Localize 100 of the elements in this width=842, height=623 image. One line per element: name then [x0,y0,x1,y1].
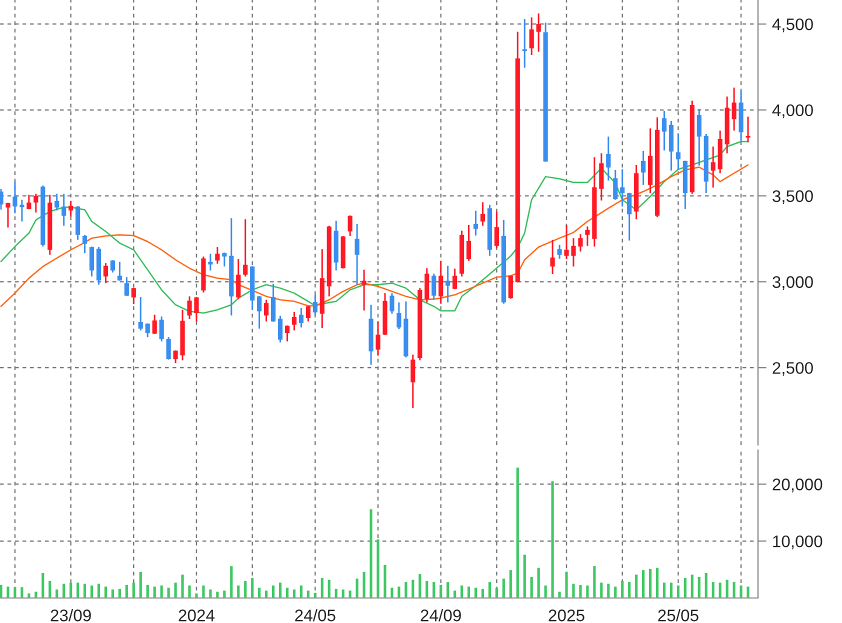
candlestick [641,150,646,186]
bar [160,585,163,598]
bar [642,570,645,598]
candlestick [410,354,416,409]
bar [90,585,94,598]
candlestick [6,202,10,228]
bar [384,564,386,598]
bar [656,568,659,598]
bar [83,584,86,598]
bar [495,588,498,598]
candlestick [508,274,513,300]
candlestick [215,246,220,264]
bar [48,580,52,598]
bar [662,582,666,598]
bar [6,586,10,598]
bar [558,592,561,598]
bar [676,585,680,598]
candlestick [606,136,611,182]
bar [516,468,519,598]
bar [202,585,205,598]
bar [181,574,184,598]
bar [530,576,533,598]
candlestick [243,218,248,278]
x-tick-label: 2024 [178,610,215,622]
candlestick [298,307,304,328]
bar [712,582,714,598]
candlestick [466,224,472,262]
bar [167,588,170,598]
bar [209,589,212,598]
bar [14,587,16,598]
candlestick [432,272,436,300]
candlestick [284,324,290,342]
bar [370,509,372,598]
bar [537,568,540,598]
bar [153,586,156,598]
candlestick [452,268,458,290]
bar [328,580,330,598]
candlestick [536,12,541,52]
bar [502,578,505,598]
bar [523,554,526,598]
bar [579,584,582,598]
candlestick [306,305,310,322]
line-series [0,140,749,314]
candlestick [292,311,297,332]
bar [146,584,149,598]
bar [732,582,736,598]
bar [139,572,142,598]
bar [174,582,177,598]
x-tick-label: 25/05 [658,609,698,622]
bar [600,582,603,598]
bar [628,582,631,598]
candlestick [110,259,115,274]
candlestick [131,287,136,305]
candlestick [62,193,66,227]
bar [362,572,366,598]
bar [265,590,268,598]
candlestick [166,336,171,360]
candlestick [278,315,283,344]
candlestick [82,234,88,254]
bar [726,580,728,598]
candlestick [117,261,122,282]
candlestick [662,110,667,152]
y-tick-label: 10,000 [773,535,822,550]
candlestick [34,193,38,214]
bar [432,582,436,598]
candlestick [376,320,380,356]
candlestick [194,296,199,322]
y-tick-label: 20,000 [772,478,822,492]
bar [70,582,72,598]
candlestick [446,265,450,304]
bar [572,584,575,598]
candlestick [396,302,402,330]
candlestick [236,258,241,300]
y-tick-label: 3,500 [772,190,813,204]
candlestick [571,237,576,268]
candlestick [494,210,499,249]
x-tick-label: 24/05 [295,609,336,622]
bar [76,582,80,598]
candlestick [557,244,562,260]
bar [292,589,296,598]
candlestick [103,262,108,284]
bar [42,572,44,598]
bar [230,566,233,598]
bar [746,586,750,598]
bar [481,588,484,598]
candlestick [138,296,143,332]
bar [278,582,282,598]
candlestick [348,214,352,237]
bar [474,588,478,598]
bar [404,582,408,598]
bar [390,588,394,598]
candlestick [68,200,74,218]
candlestick [438,260,444,305]
candlestick [173,350,178,364]
bar [132,582,135,598]
x-tick-label: 23/09 [50,609,91,622]
bar [426,580,428,598]
candlestick [257,295,262,330]
bar [586,585,589,598]
bar [306,590,310,598]
